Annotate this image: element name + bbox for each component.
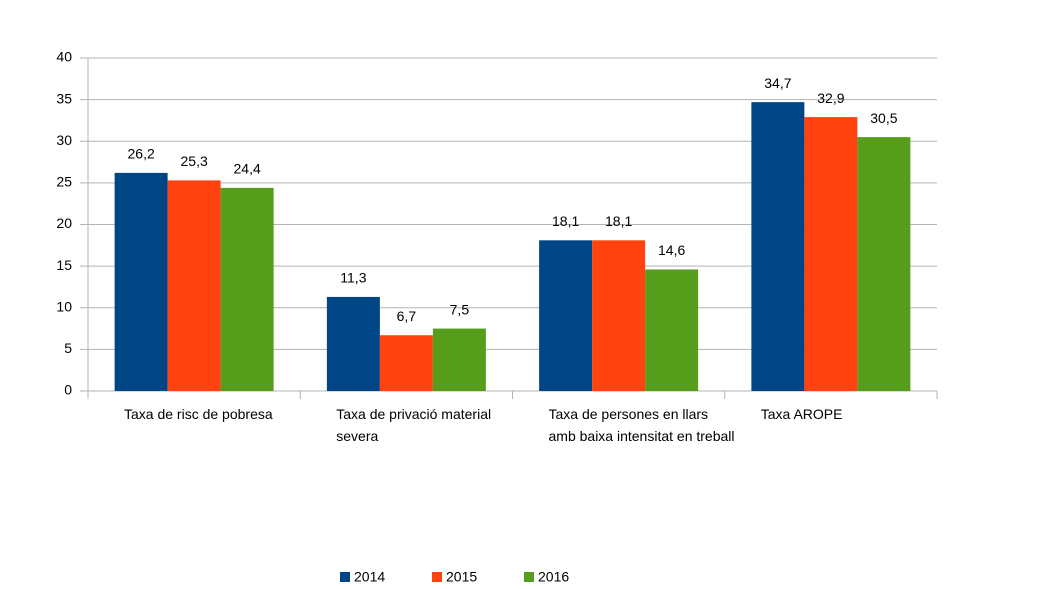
x-label-box: Taxa de risc de pobresa: [124, 406, 273, 422]
data-label: 18,1: [552, 213, 579, 229]
legend-swatch: [524, 572, 534, 582]
bar: [645, 269, 699, 391]
bar: [432, 328, 486, 391]
bar: [751, 102, 805, 391]
x-label-box: Taxa de privació material severa: [336, 406, 492, 444]
x-tick-label: Taxa de risc de pobresa: [124, 406, 273, 422]
data-label: 14,6: [658, 242, 685, 258]
y-tick-label: 35: [56, 90, 72, 106]
legend-swatch: [432, 572, 442, 582]
x-label-box: Taxa AROPE: [760, 406, 843, 422]
bar: [804, 117, 858, 392]
data-label: 7,5: [450, 301, 470, 317]
x-tick-label: Taxa de privació material severa: [336, 406, 492, 444]
data-label: 30,5: [870, 110, 897, 126]
data-label: 32,9: [817, 90, 844, 106]
data-label: 34,7: [764, 75, 791, 91]
bar: [539, 240, 593, 391]
y-tick-label: 5: [64, 340, 72, 356]
data-label: 25,3: [181, 153, 208, 169]
y-tick-label: 40: [56, 49, 72, 65]
legend-swatch: [340, 572, 350, 582]
data-label: 24,4: [234, 161, 261, 177]
bar: [857, 137, 911, 391]
data-label: 18,1: [605, 213, 632, 229]
y-tick-label: 30: [56, 132, 72, 148]
data-label: 11,3: [340, 270, 366, 286]
bar: [114, 172, 168, 391]
bar: [220, 187, 274, 391]
y-tick-label: 0: [64, 382, 72, 398]
bar: [167, 180, 221, 391]
x-tick-label: Taxa AROPE: [760, 406, 843, 422]
data-label: 26,2: [128, 146, 155, 162]
legend-label: 2015: [446, 569, 477, 584]
legend-label: 2016: [538, 569, 569, 584]
y-tick-label: 20: [56, 215, 72, 231]
bar: [592, 240, 646, 391]
legend-label: 2014: [354, 569, 385, 584]
bar: [326, 296, 380, 391]
y-tick-label: 10: [56, 298, 72, 314]
bar: [379, 335, 433, 391]
data-label: 6,7: [397, 308, 417, 324]
x-label-box: Taxa de persones en llars amb baixa inte…: [548, 406, 735, 444]
y-tick-label: 15: [56, 257, 72, 273]
y-tick-label: 25: [56, 174, 72, 190]
x-tick-label: Taxa de persones en llars amb baixa inte…: [548, 406, 735, 444]
